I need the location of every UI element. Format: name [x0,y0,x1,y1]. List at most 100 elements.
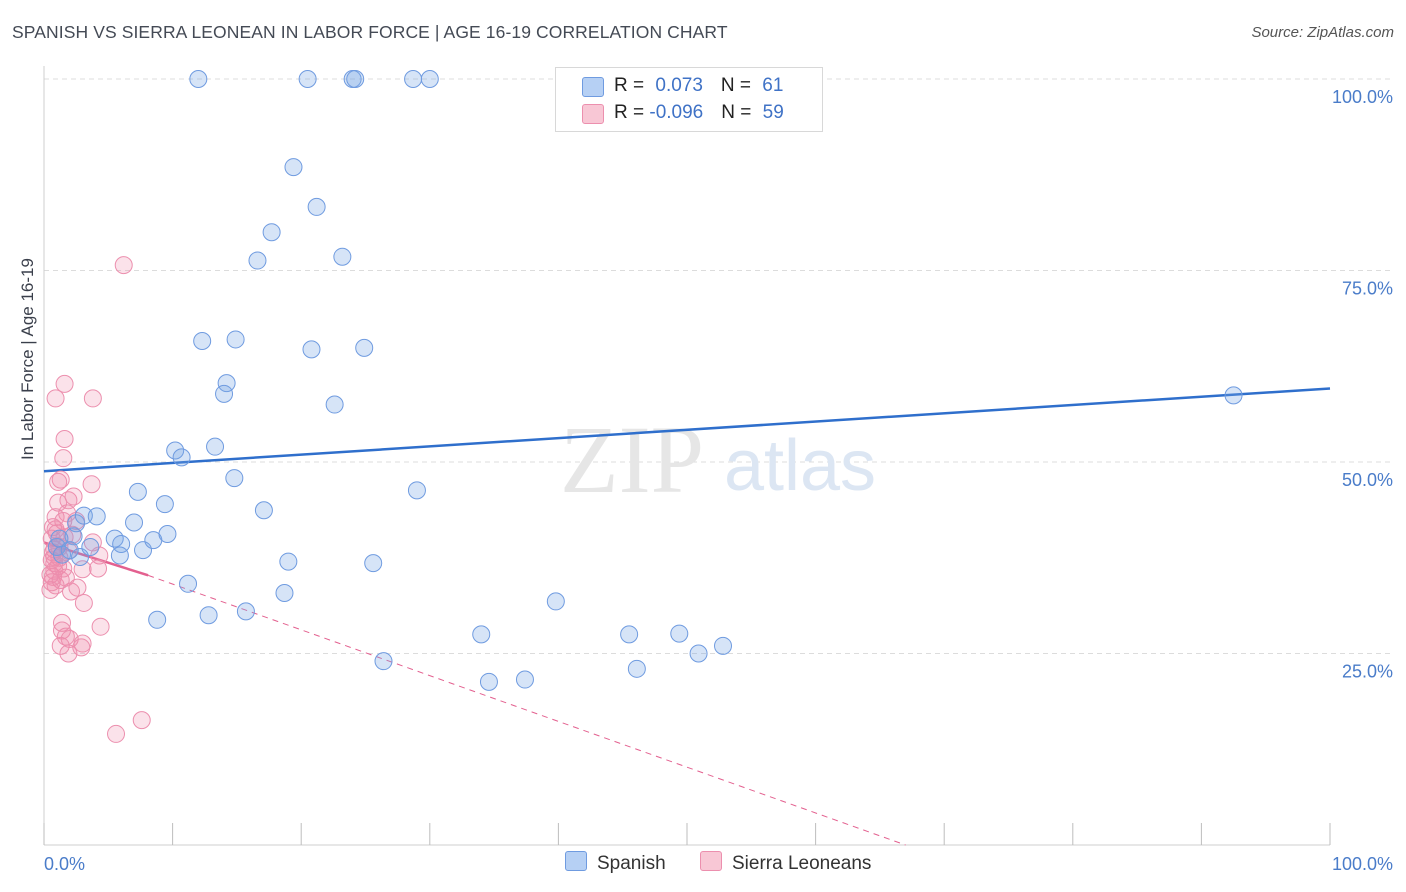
point-spanish [67,514,86,533]
legend-swatch-spanish [565,851,587,871]
point-sierra-leonean [56,568,75,587]
point-sierra-leonean [54,449,73,468]
point-spanish [155,495,174,514]
axes [43,66,1331,846]
point-sierra-leonean [49,472,68,491]
legend-r-value-sierra: -0.096 [649,102,704,123]
point-spanish [346,70,365,88]
point-spanish [172,448,191,467]
point-spanish [217,374,236,393]
point-sierra-leonean [51,636,70,655]
legend-n-value-sierra: 59 [762,102,784,123]
point-spanish [298,70,317,88]
point-spanish [689,644,708,663]
point-spanish [284,158,303,177]
watermark-atlas: atlas [724,426,876,506]
legend-label-spanish: Spanish [597,853,666,874]
bottom-legend-spanish[interactable]: Spanish [565,851,666,875]
point-sierra-leonean [55,430,74,449]
point-spanish [215,384,234,403]
point-spanish [248,251,267,270]
y-tick-label: 25.0% [1342,662,1393,682]
point-sierra-leonean [132,711,151,730]
point-spanish [404,70,423,88]
point-sierra-leonean [107,724,126,743]
trend-line-spanish [43,387,1331,473]
data-points [41,70,1243,743]
y-tick-label: 75.0% [1342,279,1393,299]
point-spanish [236,602,255,621]
point-sierra-leonean [91,617,110,636]
watermark-zip: ZIP [560,406,704,513]
point-spanish [179,574,198,593]
point-spanish [166,441,185,460]
point-spanish [50,529,69,548]
point-spanish [60,541,79,560]
point-spanish [627,659,646,678]
point-spanish [225,469,244,488]
bottom-legend-sierra[interactable]: Sierra Leoneans [700,851,871,875]
point-spanish [74,506,93,525]
watermark: ZIP atlas [560,406,876,513]
point-sierra-leonean [83,389,102,408]
point-spanish [193,331,212,350]
point-sierra-leonean [51,470,70,489]
tick-labels: 100.0% 75.0% 50.0% 25.0% 0.0% 100.0% [44,87,1393,874]
point-spanish [479,672,498,691]
point-spanish [110,546,129,565]
chart-title: SPANISH VS SIERRA LEONEAN IN LABOR FORCE… [12,22,728,42]
point-sierra-leonean [89,559,108,578]
point-spanish [714,636,733,655]
point-spanish [407,481,426,500]
legend-n-label: N = [721,102,757,123]
point-spanish [158,525,177,544]
point-spanish [226,330,245,349]
point-spanish [333,247,352,266]
point-spanish [148,610,167,629]
point-spanish [279,552,298,571]
point-spanish [262,223,281,242]
point-spanish [199,606,218,625]
point-spanish [374,652,393,671]
point-sierra-leonean [59,644,78,663]
point-spanish [125,513,144,532]
point-spanish [275,583,294,602]
point-sierra-leonean [68,578,87,597]
point-spanish [112,534,131,553]
source-label: Source: ZipAtlas.com [1251,24,1394,41]
point-spanish [670,624,689,643]
point-spanish [307,197,326,216]
point-sierra-leonean [64,487,83,506]
point-spanish [254,501,273,520]
point-spanish [420,70,439,88]
point-sierra-leonean [46,520,65,539]
point-sierra-leonean [82,475,101,494]
point-sierra-leonean [55,374,74,393]
legend-r-label: R = [614,75,650,96]
point-sierra-leonean [46,389,65,408]
point-spanish [81,538,100,557]
point-sierra-leonean [41,580,60,599]
point-spanish [1224,386,1243,405]
y-tick-label: 100.0% [1332,87,1393,107]
legend-swatch-sierra [582,104,604,124]
point-spanish [472,625,491,644]
legend-label-sierra: Sierra Leoneans [732,853,872,874]
point-spanish [87,507,106,526]
point-spanish [546,592,565,611]
point-sierra-leonean [114,256,133,275]
point-spanish [515,670,534,689]
legend-r-value-spanish: 0.073 [655,75,703,96]
legend-n-label: N = [720,75,757,96]
point-spanish [325,395,344,414]
stats-legend: R = 0.073 N = 61 R = -0.096 N = 59 [555,67,823,132]
point-spanish [302,340,321,359]
x-tick-label: 100.0% [1332,854,1393,874]
point-spanish [364,554,383,573]
legend-n-value-spanish: 61 [762,75,784,96]
point-spanish [620,625,639,644]
legend-swatch-sierra [700,851,722,871]
point-spanish [189,70,208,88]
point-sierra-leonean [53,613,72,632]
